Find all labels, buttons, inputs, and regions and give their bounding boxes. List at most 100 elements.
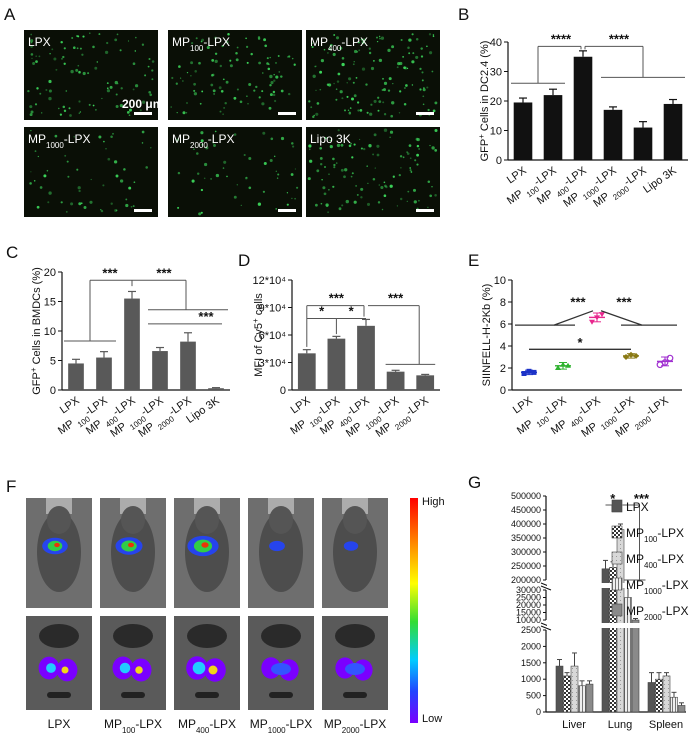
- liver: [261, 624, 301, 648]
- cell-dot: [200, 211, 203, 214]
- colorbar: [410, 498, 418, 723]
- cell-dot: [322, 186, 326, 190]
- y-tick-label: 250000: [511, 561, 541, 571]
- mouse-head: [195, 506, 219, 534]
- bar: [655, 678, 663, 713]
- bar: [152, 351, 168, 390]
- cell-dot: [193, 89, 196, 92]
- cell-dot: [66, 160, 69, 163]
- cell-dot: [312, 74, 316, 78]
- cell-dot: [200, 139, 204, 143]
- cell-dot: [219, 110, 222, 113]
- cell-dot: [340, 143, 344, 147]
- imaging-group-label: MP400-LPX: [178, 717, 236, 735]
- bar: [543, 95, 563, 160]
- cell-dot: [373, 60, 375, 62]
- cell-dot: [269, 158, 273, 163]
- mouse-body: [259, 512, 303, 592]
- cell-dot: [114, 80, 118, 85]
- significance-label: *: [577, 335, 583, 350]
- cell-dot: [338, 207, 342, 211]
- cell-dot: [139, 109, 142, 112]
- cell-dot: [200, 48, 202, 51]
- cell-dot: [431, 186, 433, 188]
- cell-dot: [270, 137, 274, 141]
- data-point: [623, 354, 629, 360]
- cell-dot: [119, 179, 124, 183]
- legend-label: MP2000-LPX: [626, 604, 688, 622]
- cell-dot: [332, 185, 335, 188]
- cell-dot: [422, 103, 425, 106]
- cell-dot: [186, 71, 189, 74]
- cell-dot: [135, 36, 137, 39]
- cell-dot: [151, 60, 155, 63]
- cell-dot: [415, 55, 419, 59]
- spleen: [343, 692, 367, 698]
- cell-dot: [178, 65, 181, 68]
- category-label: LPX: [58, 394, 82, 416]
- cell-dot: [362, 147, 366, 151]
- cell-dot: [383, 81, 388, 86]
- cell-dot: [141, 43, 145, 46]
- cell-dot: [275, 61, 277, 64]
- cell-dot: [141, 130, 145, 134]
- category-label: MP 2000-LPX: [374, 394, 434, 442]
- axis-break-mark: [540, 585, 552, 591]
- legend-swatch: [611, 603, 623, 617]
- bar: [603, 109, 623, 160]
- cell-dot: [77, 186, 81, 190]
- cell-dot: [378, 58, 383, 63]
- cell-dot: [377, 201, 381, 204]
- imaging-group-label: MP100-LPX: [104, 717, 162, 735]
- cell-dot: [272, 90, 276, 94]
- cell-dot: [263, 161, 267, 166]
- cell-dot: [407, 190, 410, 193]
- bar: [555, 665, 564, 713]
- cell-dot: [357, 41, 360, 44]
- y-tick-label: 1000: [521, 674, 541, 684]
- cell-dot: [223, 107, 225, 109]
- cell-dot: [320, 59, 324, 63]
- cell-dot: [229, 64, 233, 68]
- cell-dot: [223, 160, 227, 164]
- cell-dot: [434, 194, 437, 197]
- cell-dot: [366, 165, 368, 167]
- cell-dot: [195, 37, 198, 40]
- cell-dot: [333, 163, 336, 167]
- y-tick-label: 10000: [516, 615, 541, 625]
- cell-dot: [190, 74, 192, 77]
- cell-dot: [78, 112, 80, 114]
- cell-dot: [123, 168, 126, 171]
- bar: [513, 102, 533, 160]
- y-tick-label: 15000: [516, 608, 541, 618]
- cell-dot: [233, 96, 237, 100]
- cell-dot: [273, 99, 277, 103]
- signal-core: [201, 542, 209, 548]
- cell-dot: [411, 84, 414, 86]
- cell-dot: [434, 149, 438, 152]
- cell-dot: [367, 182, 369, 185]
- cell-dot: [76, 47, 79, 50]
- cell-dot: [245, 176, 248, 179]
- bar: [96, 357, 112, 390]
- category-label: Liver: [562, 719, 586, 731]
- cell-dot: [335, 36, 340, 40]
- cell-dot: [368, 47, 371, 50]
- bar: [601, 568, 610, 713]
- cell-dot: [134, 84, 139, 88]
- cell-dot: [403, 103, 407, 106]
- cell-dot: [280, 89, 284, 93]
- cell-dot: [43, 174, 47, 178]
- cell-dot: [309, 159, 313, 163]
- cell-dot: [233, 195, 237, 199]
- cell-dot: [115, 93, 118, 96]
- cell-dot: [378, 100, 382, 103]
- y-tick-label: 15: [44, 297, 56, 309]
- cell-dot: [245, 45, 249, 49]
- bar: [670, 696, 678, 713]
- cell-dot: [77, 64, 80, 67]
- y-tick-label: 5: [50, 356, 56, 368]
- legend-swatch: [611, 499, 623, 513]
- cell-dot: [423, 87, 425, 89]
